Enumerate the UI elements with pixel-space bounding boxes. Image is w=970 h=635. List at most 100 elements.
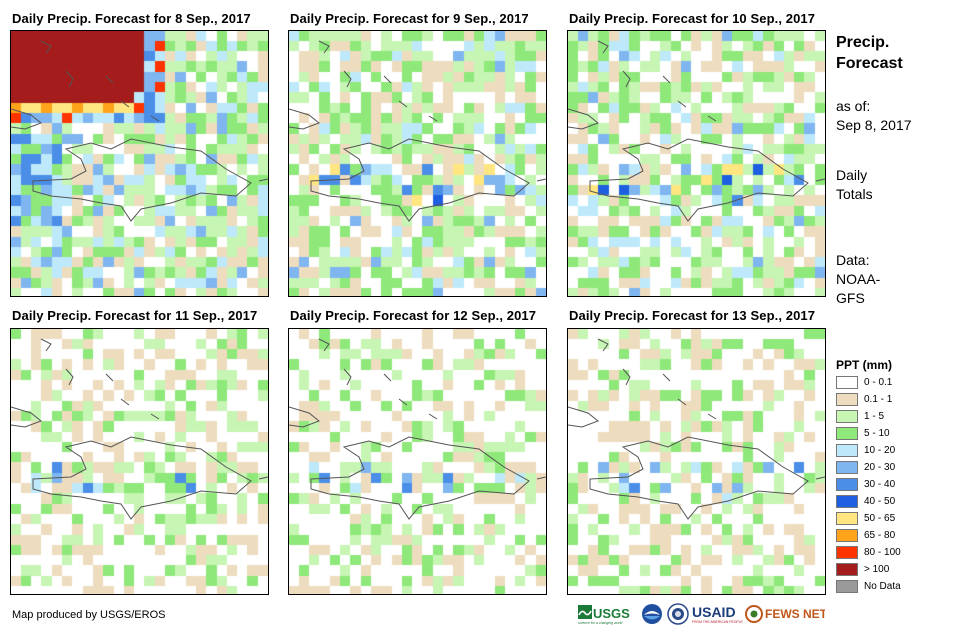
legend-item: 40 - 50	[836, 494, 895, 509]
coastline-overlay	[568, 338, 825, 520]
legend-item: 5 - 10	[836, 426, 890, 441]
legend-item: 0 - 0.1	[836, 375, 892, 390]
cuba-tip-coastline	[289, 406, 320, 428]
hispaniola-coastline	[310, 436, 530, 520]
panel-title-4: Daily Precip. Forecast for 11 Sep., 2017	[12, 308, 258, 323]
precip-grid	[289, 329, 546, 594]
forecast-map-sep-10	[567, 30, 826, 297]
usaid-logo: USAID FROM THE AMERICAN PEOPLE	[692, 603, 744, 625]
hispaniola-coastline	[310, 138, 530, 222]
hispaniola-coastline	[32, 436, 252, 520]
legend-item: > 100	[836, 562, 889, 577]
legend-swatch	[836, 393, 858, 406]
bahamas-coastline	[318, 338, 438, 420]
hispaniola-coastline	[589, 436, 809, 520]
legend-swatch	[836, 563, 858, 576]
seal-icon	[667, 603, 689, 625]
legend-label: > 100	[864, 564, 890, 575]
noaa-emblem-icon	[642, 604, 662, 624]
bahamas-coastline	[597, 40, 717, 122]
legend-label: 40 - 50	[864, 496, 896, 507]
forecast-map-sep-8	[10, 30, 269, 297]
legend-swatch	[836, 495, 858, 508]
coastline-overlay	[11, 338, 268, 520]
fewsnet-logo-text: FEWS NET	[765, 607, 825, 621]
data-source-line-1: Data:	[836, 252, 870, 268]
cuba-tip-coastline	[568, 406, 599, 428]
data-source: Data: NOAA- GFS	[836, 251, 880, 308]
bahamas-coastline	[40, 40, 160, 122]
legend-swatch	[836, 444, 858, 457]
map-title-line-1: Precip.	[836, 34, 890, 51]
precip-grid	[11, 329, 268, 594]
as-of-value: Sep 8, 2017	[836, 117, 912, 133]
forecast-map-sep-13	[567, 328, 826, 595]
legend-title: PPT (mm)	[836, 358, 893, 372]
fewsnet-logo-mark: FEWS NET	[745, 605, 825, 623]
legend-item: 80 - 100	[836, 545, 901, 560]
hispaniola-coastline	[32, 138, 252, 222]
as-of-label: as of:	[836, 98, 871, 114]
puerto-rico-coastline	[536, 178, 546, 182]
cuba-tip-coastline	[289, 108, 320, 130]
precip-grid	[568, 329, 825, 594]
usgs-tagline: science for a changing world	[578, 621, 623, 625]
legend-item: 20 - 30	[836, 460, 895, 475]
legend-swatch	[836, 478, 858, 491]
puerto-rico-coastline	[815, 178, 825, 182]
panel-title-6: Daily Precip. Forecast for 13 Sep., 2017	[569, 308, 816, 323]
data-source-line-2: NOAA-	[836, 271, 881, 287]
usgs-logo-mark: USGS science for a changing world	[578, 605, 630, 625]
map-title: Precip. Forecast	[836, 32, 903, 74]
cuba-tip-coastline	[568, 108, 599, 130]
forecast-map-sep-9	[288, 30, 547, 297]
panel-title-1: Daily Precip. Forecast for 8 Sep., 2017	[12, 11, 251, 26]
legend-label: 65 - 80	[864, 530, 896, 541]
noaa-logo	[641, 603, 663, 625]
totals-line-1: Daily	[836, 167, 868, 183]
precip-grid	[568, 31, 825, 296]
panel-title-2: Daily Precip. Forecast for 9 Sep., 2017	[290, 11, 529, 26]
totals-line-2: Totals	[836, 186, 873, 202]
coastline-overlay	[568, 40, 825, 222]
legend-label: 0.1 - 1	[864, 394, 893, 405]
cuba-tip-coastline	[11, 406, 42, 428]
legend-item: 65 - 80	[836, 528, 895, 543]
map-credit: Map produced by USGS/EROS	[12, 609, 166, 621]
legend-label: 80 - 100	[864, 547, 901, 558]
legend-label: 0 - 0.1	[864, 377, 893, 388]
legend-label: 30 - 40	[864, 479, 896, 490]
legend-label: 50 - 65	[864, 513, 896, 524]
fewsnet-logo: FEWS NET	[745, 603, 825, 625]
totals-note: Daily Totals	[836, 166, 873, 204]
legend-swatch	[836, 427, 858, 440]
precip-grid	[11, 31, 268, 296]
legend-swatch	[836, 410, 858, 423]
usaid-logo-mark: USAID FROM THE AMERICAN PEOPLE	[692, 604, 744, 624]
legend-label: 20 - 30	[864, 462, 896, 473]
legend-label: No Data	[864, 581, 901, 592]
hispaniola-coastline	[589, 138, 809, 222]
coastline-overlay	[289, 338, 546, 520]
legend-swatch	[836, 461, 858, 474]
as-of-date: as of: Sep 8, 2017	[836, 97, 912, 135]
puerto-rico-coastline	[258, 178, 268, 182]
legend-item: 0.1 - 1	[836, 392, 892, 407]
usaid-logo-text: USAID	[692, 604, 736, 620]
legend-swatch	[836, 546, 858, 559]
legend-item: 50 - 65	[836, 511, 895, 526]
puerto-rico-coastline	[536, 476, 546, 480]
puerto-rico-coastline	[258, 476, 268, 480]
bahamas-coastline	[318, 40, 438, 122]
usaid-tagline: FROM THE AMERICAN PEOPLE	[692, 620, 744, 624]
forecast-map-sep-11	[10, 328, 269, 595]
legend-swatch	[836, 580, 858, 593]
legend-item: 10 - 20	[836, 443, 895, 458]
bahamas-coastline	[597, 338, 717, 420]
legend-label: 1 - 5	[864, 411, 885, 422]
coastline-overlay	[11, 40, 268, 222]
panel-title-5: Daily Precip. Forecast for 12 Sep., 2017	[290, 308, 537, 323]
bahamas-coastline	[40, 338, 160, 420]
legend-item: 1 - 5	[836, 409, 884, 424]
legend-item: No Data	[836, 579, 901, 594]
